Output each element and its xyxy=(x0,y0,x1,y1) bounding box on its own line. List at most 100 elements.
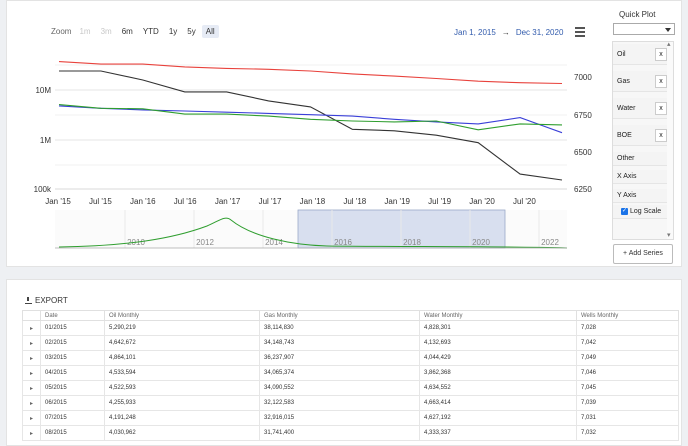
expand-row-icon[interactable]: ▸ xyxy=(22,395,41,411)
export-button[interactable]: EXPORT xyxy=(25,296,68,305)
range-to-input[interactable]: Dec 31, 2020 xyxy=(515,28,564,37)
table-cell: 7,031 xyxy=(576,410,679,426)
navigator[interactable]: 2010 2012 2014 2016 2018 2020 2022 xyxy=(55,209,568,249)
expand-row-icon[interactable]: ▸ xyxy=(22,350,41,366)
table-cell: 7,028 xyxy=(576,320,679,336)
add-series-button[interactable]: + Add Series xyxy=(613,244,673,264)
option-other[interactable]: Other xyxy=(613,152,669,166)
hamburger-menu-icon[interactable] xyxy=(575,27,585,39)
table-cell: 4,634,552 xyxy=(419,380,577,396)
table-cell: 4,255,933 xyxy=(104,395,260,411)
chart-series xyxy=(58,61,563,181)
y-axis-left: 10M 1M 100k xyxy=(34,86,52,194)
remove-gas-button[interactable]: x xyxy=(655,75,667,88)
table-cell: 4,642,672 xyxy=(104,335,260,351)
table-row[interactable]: ▸ 07/2015 4,191,248 32,916,015 4,627,192 7,03… xyxy=(22,410,679,426)
download-icon xyxy=(25,297,32,304)
table-cell: 7,032 xyxy=(576,425,679,441)
table-cell: 07/2015 xyxy=(40,410,105,426)
column-header-date[interactable]: Date xyxy=(40,310,105,321)
series-item-label: Gas xyxy=(617,78,630,85)
column-header-wells[interactable]: Wells Monthly xyxy=(576,310,679,321)
export-label: EXPORT xyxy=(35,296,68,305)
series-item-label: Oil xyxy=(617,51,626,58)
range-from-input[interactable]: Jan 1, 2015 xyxy=(454,28,496,37)
navigator-year-label: 2012 xyxy=(196,238,214,247)
y-left-tick-label: 10M xyxy=(35,86,51,95)
table-cell: 04/2015 xyxy=(40,365,105,381)
zoom-3m-button[interactable]: 3m xyxy=(100,27,112,36)
table-cell: 4,533,594 xyxy=(104,365,260,381)
x-tick-label: Jan '20 xyxy=(469,197,495,206)
y-right-tick-label: 6500 xyxy=(574,148,592,157)
remove-boe-button[interactable]: x xyxy=(655,129,667,142)
series-item-label: BOE xyxy=(617,132,632,139)
x-tick-label: Jul '18 xyxy=(343,197,366,206)
option-y-axis[interactable]: Y Axis xyxy=(613,189,669,203)
table-cell: 4,191,248 xyxy=(104,410,260,426)
table-cell: 4,627,192 xyxy=(419,410,577,426)
table-cell: 7,039 xyxy=(576,395,679,411)
x-tick-label: Jul '17 xyxy=(259,197,282,206)
table-cell: 5,290,219 xyxy=(104,320,260,336)
expand-row-icon[interactable]: ▸ xyxy=(22,335,41,351)
quick-plot-select[interactable] xyxy=(613,23,675,35)
table-cell: 38,114,830 xyxy=(259,320,420,336)
table-row[interactable]: ▸ 05/2015 4,522,593 34,090,552 4,634,552 7,04… xyxy=(22,380,679,396)
date-range: Jan 1, 2015 → Dec 31, 2020 xyxy=(454,28,563,37)
series-line-2 xyxy=(58,105,563,134)
table-row[interactable]: ▸ 06/2015 4,255,933 32,122,583 4,663,414 7,03… xyxy=(22,395,679,411)
series-item-boe[interactable]: BOE x xyxy=(613,125,669,146)
expand-row-icon[interactable]: ▸ xyxy=(22,320,41,336)
zoom-label: Zoom xyxy=(51,27,72,36)
column-header-water[interactable]: Water Monthly xyxy=(419,310,577,321)
zoom-1y-button[interactable]: 1y xyxy=(168,27,178,36)
table-row[interactable]: ▸ 01/2015 5,290,219 38,114,830 4,828,301 7,02… xyxy=(22,320,679,336)
expand-row-icon[interactable]: ▸ xyxy=(22,425,41,441)
series-item-gas[interactable]: Gas x xyxy=(613,71,669,92)
log-scale-option[interactable]: ✓ Log Scale xyxy=(613,205,669,219)
series-list: Oil x Gas x Water x BOE x Other X Axis Y… xyxy=(612,41,674,240)
quick-plot: Quick Plot xyxy=(613,10,683,35)
table-cell: 31,741,400 xyxy=(259,425,420,441)
expand-row-icon[interactable]: ▸ xyxy=(22,380,41,396)
table-cell: 34,090,552 xyxy=(259,380,420,396)
table-row[interactable]: ▸ 04/2015 4,533,594 34,065,374 3,862,368 7,04… xyxy=(22,365,679,381)
log-scale-checkbox[interactable]: ✓ xyxy=(621,208,628,215)
option-x-axis[interactable]: X Axis xyxy=(613,170,669,184)
table-cell: 4,132,693 xyxy=(419,335,577,351)
column-header-oil[interactable]: Oil Monthly xyxy=(104,310,260,321)
x-tick-label: Jul '20 xyxy=(513,197,536,206)
table-row[interactable]: ▸ 08/2015 4,030,962 31,741,400 4,333,337 7,03… xyxy=(22,425,679,441)
zoom-1m-button[interactable]: 1m xyxy=(79,27,91,36)
series-list-scrollbar[interactable] xyxy=(667,42,673,239)
chart-grid xyxy=(55,64,567,190)
zoom-all-button[interactable]: All xyxy=(201,25,219,38)
series-line-3 xyxy=(58,104,563,131)
x-tick-label: Jan '17 xyxy=(215,197,241,206)
table-header-row: Date Oil Monthly Gas Monthly Water Month… xyxy=(22,310,679,321)
table-cell: 4,663,414 xyxy=(419,395,577,411)
table-cell: 01/2015 xyxy=(40,320,105,336)
y-right-tick-label: 6250 xyxy=(574,185,592,194)
series-line-1 xyxy=(59,70,563,181)
table-cell: 03/2015 xyxy=(40,350,105,366)
expand-row-icon[interactable]: ▸ xyxy=(22,365,41,381)
remove-water-button[interactable]: x xyxy=(655,102,667,115)
zoom-5y-button[interactable]: 5y xyxy=(187,27,196,36)
table-row[interactable]: ▸ 02/2015 4,642,672 34,148,743 4,132,693 7,04… xyxy=(22,335,679,351)
y-left-tick-label: 100k xyxy=(34,185,52,194)
table-cell: 4,828,301 xyxy=(419,320,577,336)
range-arrow: → xyxy=(501,28,510,37)
zoom-ytd-button[interactable]: YTD xyxy=(142,27,159,36)
remove-oil-button[interactable]: x xyxy=(655,48,667,61)
expand-row-icon[interactable]: ▸ xyxy=(22,410,41,426)
series-item-oil[interactable]: Oil x xyxy=(613,44,669,65)
zoom-6m-button[interactable]: 6m xyxy=(121,27,133,36)
x-tick-label: Jan '16 xyxy=(130,197,156,206)
series-item-water[interactable]: Water x xyxy=(613,98,669,119)
chart-svg: 10M 1M 100k 7000 6750 6500 6250 Jan '15 Jul '1… xyxy=(34,61,592,249)
column-header-gas[interactable]: Gas Monthly xyxy=(259,310,420,321)
table-row[interactable]: ▸ 03/2015 4,864,101 36,237,907 4,044,429 7,04… xyxy=(22,350,679,366)
table-cell: 4,030,962 xyxy=(104,425,260,441)
